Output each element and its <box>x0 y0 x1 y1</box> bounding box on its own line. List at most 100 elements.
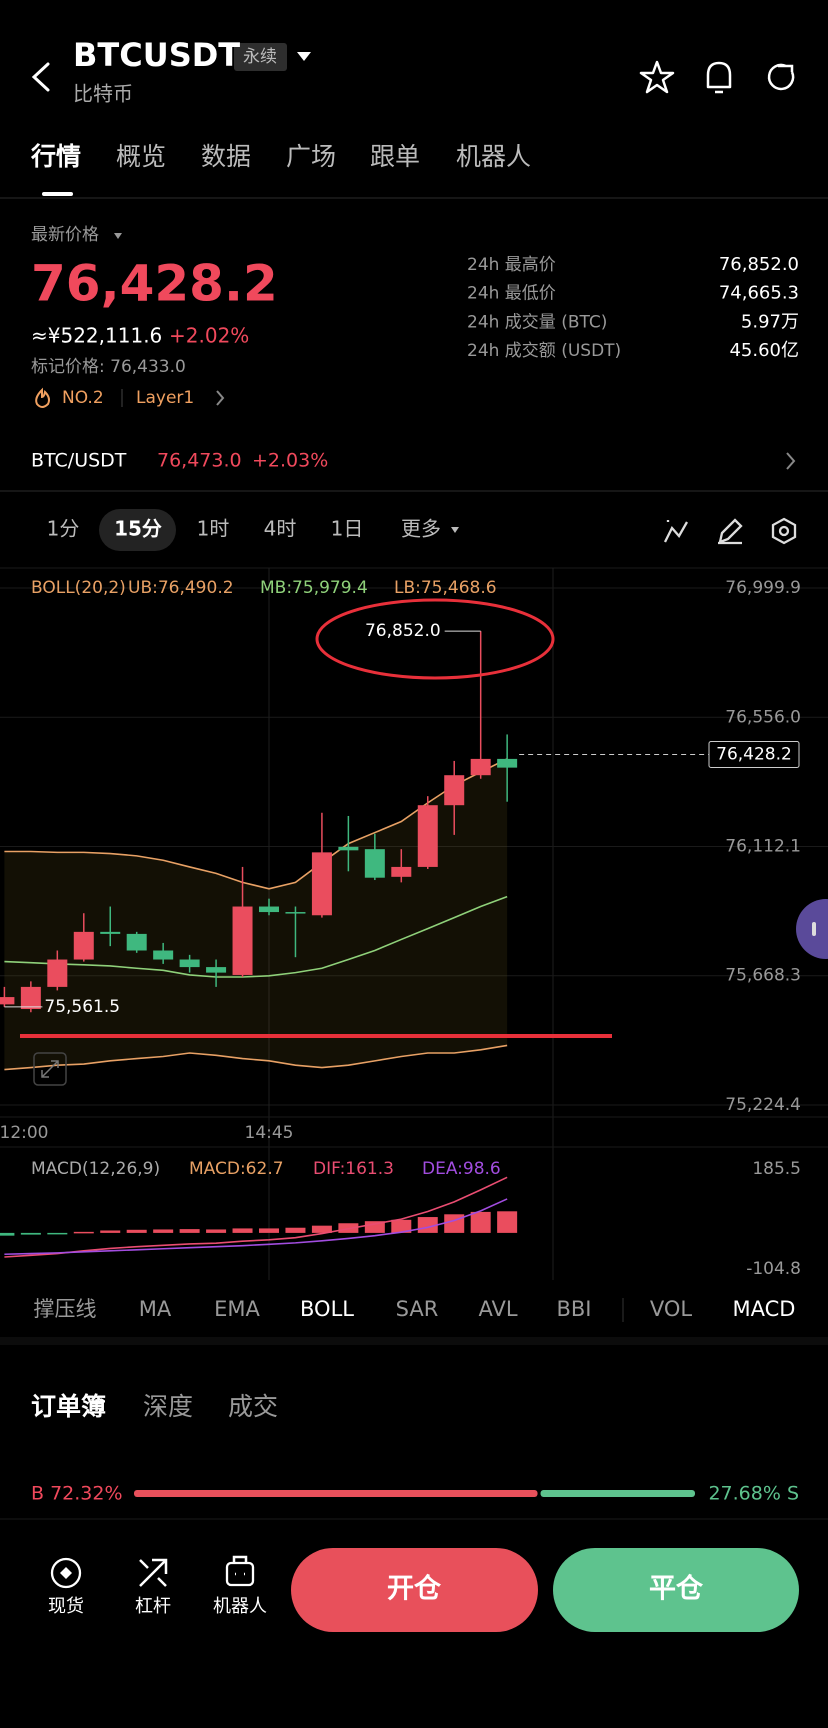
y-tick-label: 76,999.9 <box>725 578 801 598</box>
hot-icon <box>35 387 50 408</box>
candle-body <box>100 931 121 934</box>
indicator[interactable]: MA <box>139 1297 172 1321</box>
candle-body <box>232 906 253 975</box>
timeframe[interactable]: 1日 <box>331 517 364 541</box>
expand-button[interactable] <box>33 1052 67 1086</box>
chevron[interactable] <box>216 390 225 406</box>
indicator[interactable]: BBI <box>556 1297 591 1321</box>
candle-body <box>285 912 306 914</box>
settings-icon[interactable] <box>771 517 797 545</box>
macd-bar <box>179 1229 200 1233</box>
chevron[interactable] <box>786 452 796 470</box>
macd-bar <box>444 1214 465 1233</box>
indicator[interactable]: AVL <box>478 1297 517 1321</box>
candle-body <box>259 906 279 913</box>
tab[interactable]: 机器人 <box>456 142 531 171</box>
price-dropdown[interactable] <box>114 233 122 239</box>
tab[interactable]: 行情 <box>30 142 81 171</box>
expand-icon <box>41 1060 59 1078</box>
y-tick-label: 75,224.4 <box>725 1095 801 1115</box>
nav-label[interactable]: 杠杆 <box>135 1596 171 1617</box>
timeframe[interactable]: 更多 <box>401 517 441 541</box>
candle-body <box>364 849 385 878</box>
tab[interactable]: 数据 <box>201 142 251 171</box>
timeframe[interactable]: 1分 <box>47 517 80 541</box>
indicator[interactable]: SAR <box>396 1297 439 1321</box>
open-button[interactable] <box>291 1548 538 1632</box>
orderbook-tab[interactable]: 深度 <box>143 1392 193 1421</box>
settings-icon-core <box>778 525 790 537</box>
x-tick-label: 14:45 <box>245 1123 294 1143</box>
margin-icon <box>139 1558 168 1587</box>
y-tick-label: 76,556.0 <box>725 707 801 727</box>
timeframe[interactable]: 1时 <box>197 517 230 541</box>
legend: UB:76,490.2 <box>128 578 234 598</box>
indicator[interactable]: EMA <box>214 1297 260 1321</box>
candle-body <box>153 950 174 960</box>
candle-body <box>179 959 200 968</box>
stat-label: 24h 最高价 <box>467 255 556 275</box>
tab[interactable]: 广场 <box>286 142 336 171</box>
legend: MACD(12,26,9) <box>31 1159 160 1179</box>
favorite-icon[interactable] <box>639 60 675 94</box>
bot-icon <box>225 1561 255 1587</box>
nav-label[interactable]: 机器人 <box>213 1596 267 1617</box>
tab[interactable]: 跟单 <box>370 142 420 171</box>
draw-icon[interactable] <box>718 518 743 545</box>
timeframe[interactable]: 4时 <box>264 517 297 541</box>
macd-bar <box>391 1219 412 1233</box>
indicator[interactable]: BOLL <box>300 1297 354 1321</box>
tab[interactable]: 概览 <box>116 142 166 171</box>
buy-ratio: B 72.32% <box>31 1483 123 1505</box>
more-dropdown[interactable] <box>451 527 459 533</box>
y-tick-label: -104.8 <box>746 1259 801 1279</box>
dropdown-arrow[interactable] <box>297 52 311 61</box>
spot-icon <box>50 1557 82 1589</box>
drawn-ellipse <box>315 598 555 680</box>
tag-bg <box>234 43 287 71</box>
title: BTCUSDT <box>73 36 240 74</box>
rank: NO.2 <box>62 388 104 408</box>
subtitle: 比特币 <box>73 82 133 106</box>
section-gap <box>0 1337 828 1345</box>
back-button[interactable] <box>31 62 50 92</box>
last-price-label: 76,428.2 <box>716 744 792 764</box>
indicator[interactable]: MACD <box>733 1297 796 1321</box>
stat-value: 76,852.0 <box>719 254 799 275</box>
orderbook-tab[interactable]: 订单簿 <box>31 1392 106 1421</box>
stat-label: 24h 成交额 (USDT) <box>467 341 621 361</box>
low-label: 75,561.5 <box>44 997 120 1017</box>
candle-body <box>338 846 359 851</box>
candle-body <box>206 967 227 973</box>
nav-label[interactable]: 现货 <box>48 1596 84 1617</box>
legend: MACD:62.7 <box>189 1159 284 1179</box>
buy-bar <box>134 1490 538 1497</box>
close-button[interactable] <box>553 1548 799 1632</box>
open-label: 开仓 <box>387 1574 442 1605</box>
orderbook-tab[interactable]: 成交 <box>228 1392 278 1421</box>
share-icon[interactable] <box>767 63 795 91</box>
macd-bar <box>153 1229 174 1233</box>
legend: DIF:161.3 <box>313 1159 394 1179</box>
macd-bar <box>206 1229 227 1233</box>
macd-bar <box>285 1227 306 1233</box>
spot-pair: BTC/USDT <box>31 450 127 472</box>
macd-bar <box>311 1225 332 1233</box>
legend: MB:75,979.4 <box>260 578 368 598</box>
y-tick-label: 75,668.3 <box>725 966 801 986</box>
stat-value: 74,665.3 <box>719 283 799 304</box>
indicator[interactable]: 撑压线 <box>34 1297 97 1321</box>
spot-icon-core <box>60 1567 72 1579</box>
cny-price: ≈¥522,111.6 <box>31 324 162 348</box>
macd-bar <box>20 1232 41 1235</box>
spot-change: +2.03% <box>252 450 328 472</box>
indicator-icon[interactable] <box>663 520 688 543</box>
candle-body <box>20 986 41 1010</box>
macd-bar <box>73 1231 94 1234</box>
timeframe[interactable]: 15分 <box>114 517 162 541</box>
timeframe-active-bg <box>99 509 176 551</box>
price-change: +2.02% <box>169 324 249 348</box>
alert-icon[interactable] <box>706 61 732 94</box>
indicator[interactable]: VOL <box>650 1297 693 1321</box>
sell-bar <box>540 1490 695 1497</box>
